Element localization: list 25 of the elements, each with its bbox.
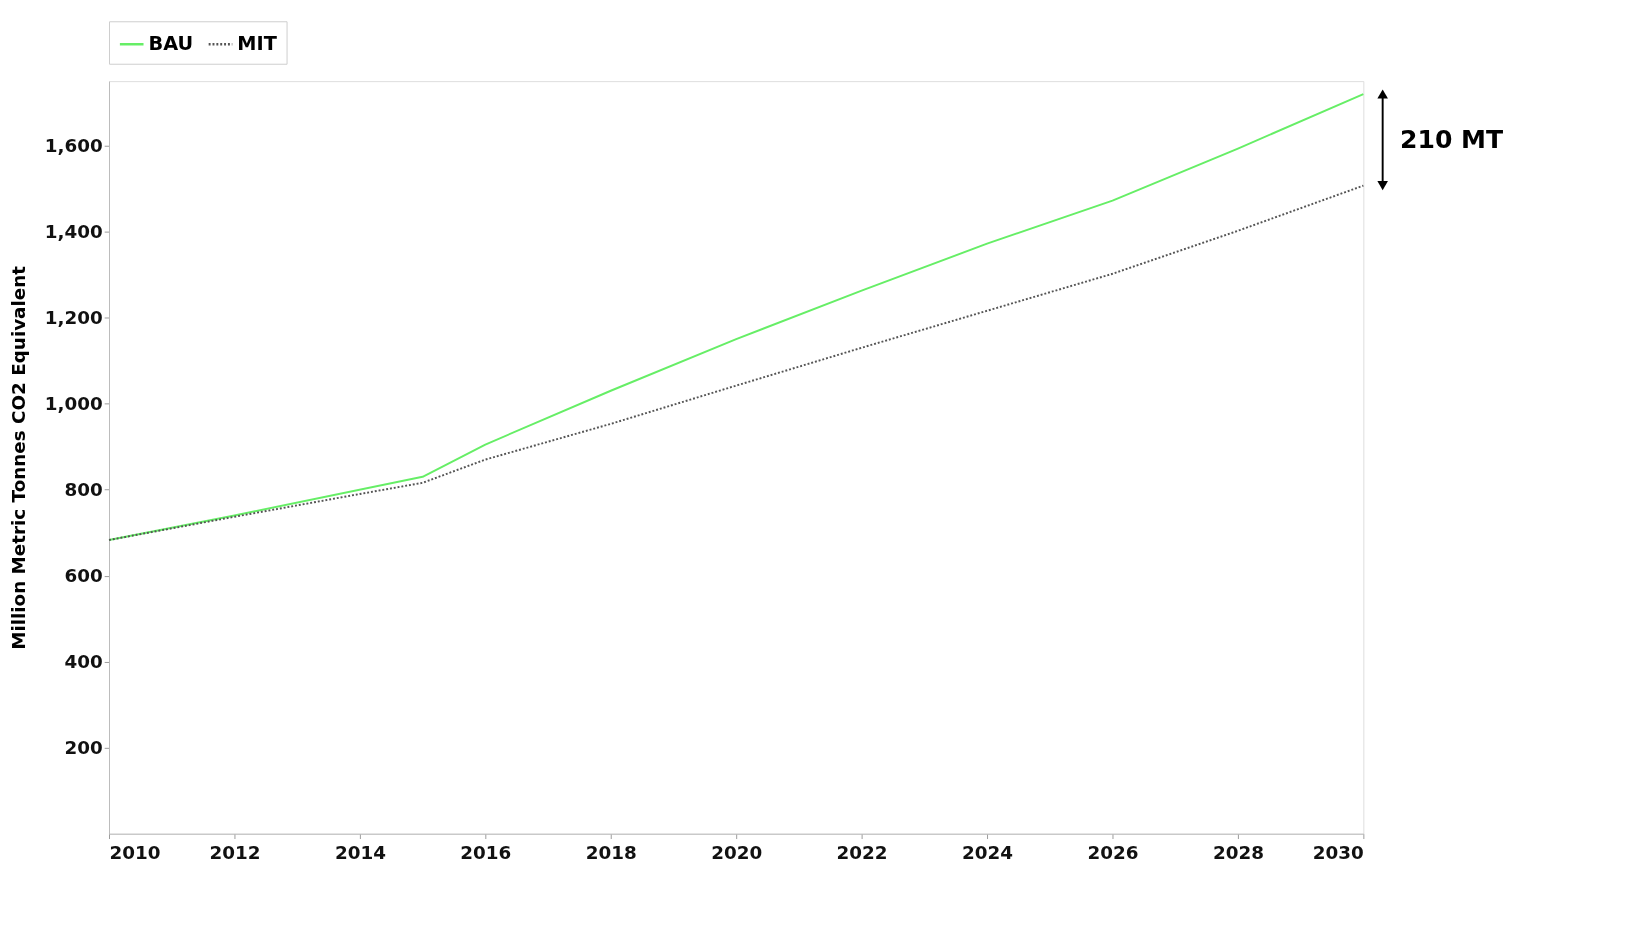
x-tick-label: 2028 bbox=[1212, 842, 1264, 864]
legend-label: MIT bbox=[237, 32, 278, 55]
line-series bbox=[108, 93, 1365, 541]
x-tick-label: 2010 bbox=[109, 842, 161, 864]
y-tick-label: 200 bbox=[64, 736, 103, 758]
x-tick-label: 2024 bbox=[962, 842, 1014, 864]
y-tick-label: 1,000 bbox=[44, 392, 103, 414]
y-tick-label: 1,600 bbox=[44, 134, 103, 156]
y-tick-label: 800 bbox=[64, 478, 103, 500]
x-tick-label: 2012 bbox=[209, 842, 261, 864]
line-series bbox=[108, 184, 1365, 541]
y-axis-title: Million Metric Tonnes CO2 Equivalent bbox=[8, 265, 30, 650]
y-tick-label: 1,400 bbox=[44, 220, 103, 242]
y-tick-label: 400 bbox=[64, 650, 103, 672]
y-tick-label: 600 bbox=[64, 564, 103, 586]
x-tick-label: 2026 bbox=[1087, 842, 1139, 864]
x-tick-label: 2020 bbox=[711, 842, 763, 864]
text: 210 MT bbox=[1400, 124, 1504, 154]
x-tick-label: 2022 bbox=[836, 842, 888, 864]
x-tick-label: 2018 bbox=[585, 842, 637, 864]
x-tick-label: 2030 bbox=[1312, 842, 1364, 864]
x-tick-label: 2016 bbox=[460, 842, 512, 864]
x-tick-label: 2014 bbox=[334, 842, 386, 864]
legend-label: BAU bbox=[148, 32, 194, 55]
y-tick-label: 1,200 bbox=[44, 306, 103, 328]
